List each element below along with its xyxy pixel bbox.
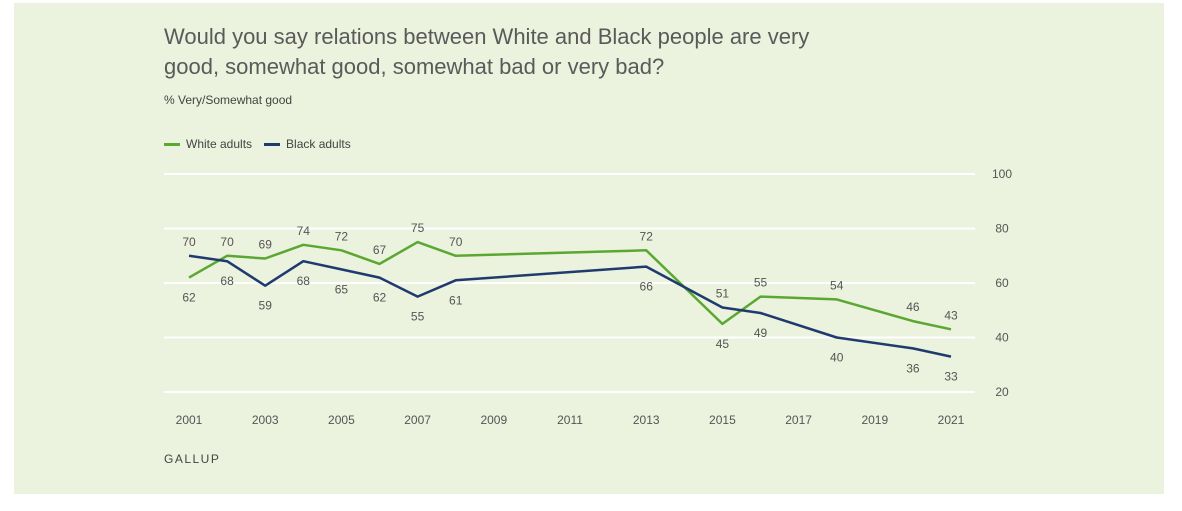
data-label-black-adults-2008: 61: [449, 293, 463, 307]
data-label-white-adults-2013: 72: [640, 229, 654, 243]
data-label-white-adults-2007: 75: [411, 221, 425, 235]
x-tick-label-2015: 2015: [709, 413, 736, 427]
y-tick-label-20: 20: [995, 385, 1009, 399]
y-tick-label-60: 60: [995, 276, 1009, 290]
x-tick-label-2005: 2005: [328, 413, 355, 427]
data-label-black-adults-2004: 68: [297, 274, 311, 288]
data-label-white-adults-2015: 45: [716, 337, 730, 351]
data-label-white-adults-2016: 55: [754, 276, 768, 290]
data-label-black-adults-2005: 65: [335, 282, 349, 296]
data-label-white-adults-2018: 54: [830, 278, 844, 292]
x-tick-label-2021: 2021: [938, 413, 965, 427]
data-labels: 62 70 70 68 69 59 74 68 72 65 67 62 75 55 70 61 72 66 45 51…: [182, 221, 958, 383]
grid-lines: [164, 173, 975, 393]
data-label-white-adults-2008: 70: [449, 235, 463, 249]
series-lines: [188, 240, 952, 358]
data-label-black-adults-2003: 59: [259, 299, 273, 313]
data-label-black-adults-2001: 70: [182, 235, 196, 249]
data-label-black-adults-2002: 68: [220, 274, 234, 288]
legend-label-black-adults: Black adults: [286, 137, 351, 151]
series-line-black-adults: [188, 254, 952, 358]
y-tick-label-80: 80: [995, 222, 1009, 236]
data-label-white-adults-2002: 70: [220, 235, 234, 249]
data-label-white-adults-2021: 43: [944, 308, 958, 322]
data-label-white-adults-2004: 74: [297, 224, 311, 238]
data-label-black-adults-2013: 66: [640, 280, 654, 294]
x-tick-label-2017: 2017: [785, 413, 812, 427]
legend-item-white-adults: White adults: [164, 137, 252, 151]
x-axis-tick-labels: 2001 2003 2005 2007 2009 2011 2013 2015 2017 2019…: [176, 413, 965, 427]
data-label-black-adults-2006: 62: [373, 291, 387, 305]
data-label-white-adults-2001: 62: [182, 291, 196, 305]
data-label-black-adults-2020: 36: [906, 361, 920, 375]
x-tick-label-2007: 2007: [404, 413, 431, 427]
data-label-white-adults-2020: 46: [906, 300, 920, 314]
data-label-black-adults-2021: 33: [944, 370, 958, 384]
data-label-black-adults-2007: 55: [411, 310, 425, 324]
x-tick-label-2001: 2001: [176, 413, 203, 427]
legend-swatch-white-adults: [164, 142, 180, 146]
data-label-black-adults-2018: 40: [830, 351, 844, 365]
series-line-white-adults: [188, 240, 952, 331]
data-label-white-adults-2006: 67: [373, 243, 387, 257]
x-tick-label-2013: 2013: [633, 413, 660, 427]
chart-panel: [14, 3, 1164, 494]
legend-swatch-black-adults: [264, 142, 281, 146]
x-tick-label-2019: 2019: [861, 413, 888, 427]
chart-subtitle: % Very/Somewhat good: [164, 93, 293, 107]
y-axis-tick-labels: 20 40 60 80 100: [992, 167, 1012, 399]
chart-legend: White adults Black adults: [164, 137, 363, 151]
y-tick-label-100: 100: [992, 167, 1012, 181]
x-tick-label-2009: 2009: [480, 413, 507, 427]
gallup-brand: GALLUP: [164, 452, 221, 466]
data-label-white-adults-2005: 72: [335, 229, 349, 243]
data-label-white-adults-2003: 69: [259, 237, 273, 251]
x-tick-label-2011: 2011: [557, 413, 583, 427]
chart-title: Would you say relations between White an…: [164, 24, 810, 79]
x-tick-label-2003: 2003: [252, 413, 279, 427]
y-tick-label-40: 40: [995, 331, 1009, 345]
data-label-black-adults-2015: 51: [716, 287, 730, 301]
legend-label-white-adults: White adults: [186, 137, 253, 151]
legend-item-black-adults: Black adults: [264, 137, 351, 151]
data-label-black-adults-2016: 49: [754, 326, 768, 340]
